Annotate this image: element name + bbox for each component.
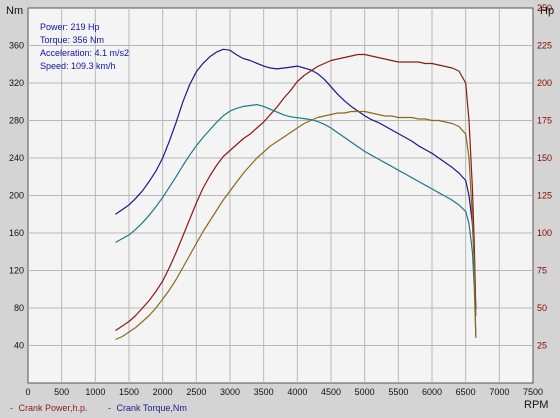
info-torque: Torque: 356 Nm [40,35,104,45]
x-tick-label: 6000 [422,387,442,397]
info-speed: Speed: 109.3 km/h [40,61,116,71]
series-line-3 [115,103,477,337]
x-tick-label: 4500 [321,387,341,397]
info-power: Power: 219 Hp [40,22,100,32]
y-right-tick-label: 175 [537,116,552,126]
y-right-tick-label: 50 [537,303,547,313]
x-tick-label: 7500 [523,387,543,397]
info-acceleration: Acceleration: 4.1 m/s2 [40,48,129,58]
x-tick-label: 3500 [254,387,274,397]
y-left-tick-label: 40 [14,341,24,351]
info-panel: Power: 219 Hp Torque: 356 Nm Acceleratio… [40,22,129,71]
x-tick-label: 2000 [153,387,173,397]
y-right-tick-label: 25 [537,341,547,351]
y-left-tick-label: 80 [14,303,24,313]
x-tick-label: 7000 [489,387,509,397]
series-lines [115,48,477,341]
y-left-unit-label: Nm [6,5,23,17]
x-unit-label: RPM [524,399,548,411]
grid-lines [28,8,533,383]
x-tick-label: 3000 [220,387,240,397]
y-axis-left-ticks: 40 80 120 160 200 240 280 320 360 [9,41,24,351]
legend-item-torque: - Crank Torque,Nm [108,403,187,413]
y-left-tick-label: 160 [9,228,24,238]
y-right-tick-label: 150 [537,153,552,163]
legend: - Crank Power,h.p. - Crank Torque,Nm [10,403,187,413]
x-tick-label: 6500 [456,387,476,397]
y-right-tick-label: 225 [537,41,552,51]
x-tick-label: 5000 [355,387,375,397]
x-axis-ticks: 0 500 1000 1500 2000 2500 3000 3500 4000 4500 5000… [25,387,543,397]
x-tick-label: 0 [25,387,30,397]
x-tick-label: 500 [54,387,69,397]
x-tick-label: 4000 [287,387,307,397]
series-line-1 [115,48,477,309]
legend-torque-marker: - [108,403,111,413]
y-left-tick-label: 320 [9,78,24,88]
y-right-tick-label: 100 [537,228,552,238]
y-right-tick-label: 250 [537,3,552,13]
y-left-tick-label: 360 [9,41,24,51]
y-right-tick-label: 125 [537,191,552,201]
legend-torque-text: Crank Torque,Nm [117,403,187,413]
x-tick-label: 2500 [186,387,206,397]
y-axis-right-ticks: 25 50 75 100 125 150 175 200 225 250 [537,3,552,351]
y-left-tick-label: 200 [9,191,24,201]
y-left-tick-label: 240 [9,153,24,163]
series-line-2 [115,53,477,332]
y-left-tick-label: 120 [9,266,24,276]
x-tick-label: 1000 [85,387,105,397]
y-right-unit-label: Hp [540,5,554,17]
x-tick-label: 5500 [388,387,408,397]
legend-power-text: Crank Power,h.p. [19,403,88,413]
x-tick-label: 1500 [119,387,139,397]
y-right-tick-label: 200 [537,78,552,88]
y-right-tick-label: 75 [537,266,547,276]
legend-item-power: - Crank Power,h.p. [10,403,88,413]
y-left-tick-label: 280 [9,116,24,126]
legend-power-marker: - [10,403,13,413]
series-line-4 [115,110,477,341]
